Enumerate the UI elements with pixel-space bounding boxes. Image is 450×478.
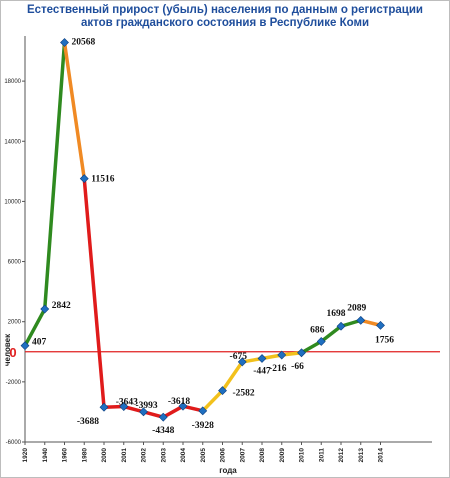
data-label: 11516 <box>91 175 114 185</box>
data-point-marker <box>316 337 326 346</box>
data-label: 686 <box>310 325 325 335</box>
x-tick-label: 2012 <box>338 448 345 463</box>
x-tick-label: 2002 <box>141 448 148 463</box>
chart-title-line-1: Естественный прирост (убыль) населения п… <box>27 4 423 16</box>
x-tick-label: 2011 <box>318 448 325 462</box>
data-label: -447 <box>253 366 271 376</box>
x-tick-label: 1960 <box>62 448 69 463</box>
data-label: 2842 <box>52 301 71 311</box>
y-tick-label: 2000 <box>8 320 22 326</box>
series-segment <box>82 176 106 409</box>
data-point-marker <box>218 386 227 396</box>
series-segment <box>43 40 67 311</box>
x-tick-label: 2004 <box>180 448 187 463</box>
data-label: -3643 <box>116 398 138 408</box>
x-tick-label: 2001 <box>121 448 128 463</box>
y-tick-label: -2000 <box>6 380 22 386</box>
data-label: -66 <box>291 362 304 372</box>
series-segment <box>299 339 323 355</box>
y-axis-label: человек <box>3 333 12 366</box>
data-label: -4348 <box>152 426 174 436</box>
data-point-marker <box>60 38 69 47</box>
data-label: -3688 <box>77 417 99 427</box>
data-label: -216 <box>269 364 287 374</box>
x-tick-label: 2014 <box>378 448 385 463</box>
x-tick-label: 2007 <box>239 448 246 463</box>
x-tick-label: 2013 <box>358 448 365 463</box>
data-point-marker <box>158 412 168 422</box>
x-axis-label: года <box>219 466 237 475</box>
x-tick-label: 2008 <box>259 448 266 463</box>
data-label: -3928 <box>192 421 214 431</box>
data-label: 2089 <box>347 303 366 313</box>
data-label: 407 <box>32 338 47 348</box>
series-segment <box>23 307 47 348</box>
data-point-marker <box>119 402 129 411</box>
x-tick-label: 1980 <box>81 448 88 463</box>
y-tick-label: 6000 <box>8 260 22 266</box>
x-tick-label: 2005 <box>200 448 207 463</box>
chart-title-line-2: актов гражданского состояния в Республик… <box>81 17 369 29</box>
x-tick-label: 2010 <box>299 448 306 463</box>
series-segment <box>62 40 86 181</box>
data-point-marker <box>40 304 50 314</box>
y-tick-label: -6000 <box>6 440 22 446</box>
y-tick-label: 14000 <box>4 139 21 145</box>
y-axis-ticks: -6000 -2000 2000 6000 10000 14000 18000 <box>4 79 25 446</box>
x-tick-label: 2000 <box>101 448 108 463</box>
data-label: -675 <box>230 352 248 362</box>
y-tick-label: 10000 <box>4 199 21 205</box>
data-label: -3993 <box>136 401 158 411</box>
data-point-marker <box>139 407 148 417</box>
series-markers <box>20 38 385 422</box>
data-point-marker <box>376 320 385 330</box>
data-label: -3618 <box>168 397 190 407</box>
x-tick-label: 1940 <box>42 448 49 463</box>
data-point-marker <box>79 174 89 184</box>
data-point-marker <box>336 321 346 331</box>
x-tick-label: 1920 <box>22 448 29 463</box>
data-point-marker <box>198 406 208 416</box>
data-point-marker <box>20 341 30 351</box>
data-point-marker <box>277 350 287 360</box>
data-point-marker <box>297 348 306 358</box>
data-point-marker <box>178 401 188 411</box>
series-segment <box>161 404 185 419</box>
x-tick-label: 2006 <box>220 448 227 463</box>
data-label: -2582 <box>233 389 255 399</box>
data-label: 1698 <box>327 309 346 319</box>
x-axis-ticks: 1920 1940 1960 1980 2000 2001 2002 2003 2004 2005… <box>22 442 385 462</box>
series-segment <box>220 360 244 393</box>
data-label: 20568 <box>72 37 96 47</box>
data-labels: 407 2842 20568 11516 -3688 -3643-3993 -4348 -36… <box>32 37 394 436</box>
data-point-marker <box>99 402 109 412</box>
zero-label: 0 <box>9 345 16 360</box>
data-point-marker <box>237 357 247 367</box>
x-tick-label: 2009 <box>279 448 286 463</box>
data-label: 1756 <box>375 335 394 345</box>
series-segment <box>201 388 225 413</box>
data-point-marker <box>257 354 267 363</box>
series-segment <box>319 324 343 344</box>
x-tick-label: 2003 <box>160 448 167 463</box>
y-tick-label: 18000 <box>4 79 21 85</box>
data-point-marker <box>356 315 366 325</box>
